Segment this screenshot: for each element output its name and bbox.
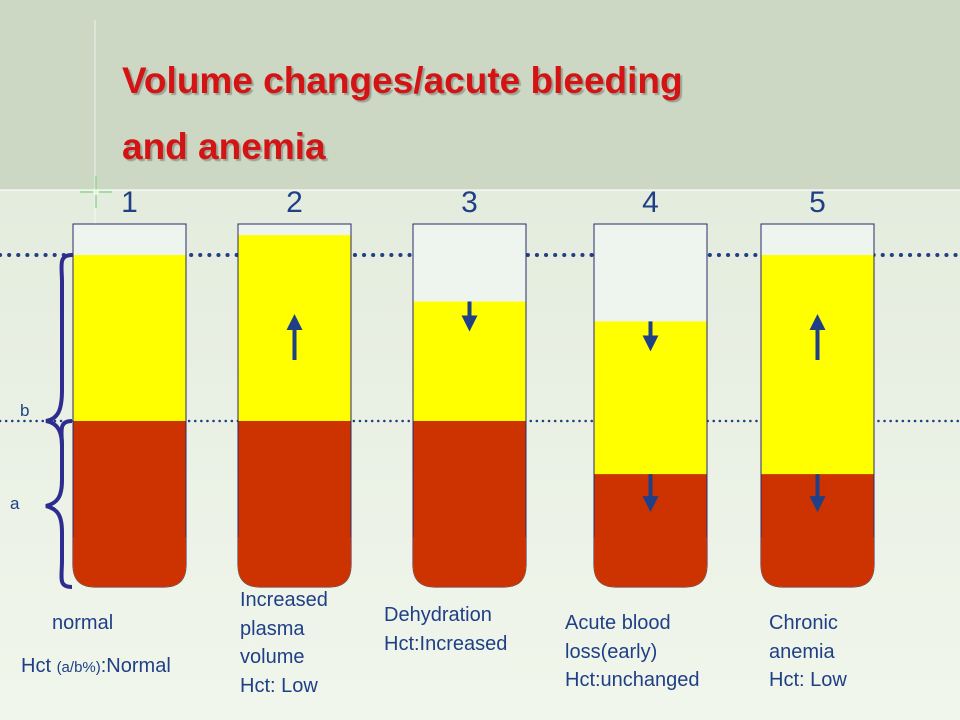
- tube-2-cells: [238, 421, 351, 587]
- caption-4-line-2: loss(early): [565, 640, 658, 663]
- tube-4: 4: [593, 186, 708, 588]
- caption-increased-plasma: Increased plasma volume Hct: Low: [240, 586, 328, 700]
- caption-normal-hct-prefix: Hct: [21, 655, 57, 677]
- caption-normal-hct-ratio: (a/b%): [56, 659, 101, 676]
- caption-2-line-1: Increased: [240, 589, 328, 611]
- caption-normal-hct-suffix: :Normal: [100, 655, 171, 677]
- tube-1-outline: [72, 223, 187, 537]
- tube-1: 1: [72, 186, 187, 588]
- tube-1-number: 1: [121, 186, 138, 219]
- tube-4-cells: [594, 474, 707, 587]
- slide-title-line-2: and anemia: [122, 126, 326, 167]
- tube-3-outline: [412, 223, 527, 537]
- caption-3-line-1: Dehydration: [384, 604, 492, 626]
- caption-5-line-3: Hct: Low: [769, 669, 847, 691]
- caption-4-line-1: Acute blood: [565, 612, 671, 634]
- tube-3-number: 3: [461, 186, 478, 219]
- caption-normal-label: normal: [52, 612, 114, 634]
- caption-dehydration: Dehydration Hct:Increased: [384, 601, 507, 658]
- tube-2-number: 2: [286, 186, 303, 219]
- brace-b: [45, 253, 73, 447]
- caption-3-line-2: Hct:Increased: [384, 632, 508, 655]
- caption-2-line-3: volume: [240, 646, 305, 668]
- tube-5: 5: [760, 186, 875, 588]
- label-a: a: [10, 494, 20, 513]
- slide-title-line-1: Volume changes/acute bleeding: [122, 60, 683, 101]
- label-b: b: [20, 401, 29, 420]
- tube-4-outline: [593, 223, 708, 537]
- slide-title: Volume changes/acute bleeding and anemia: [122, 48, 683, 180]
- tube-2-outline: [237, 223, 352, 537]
- caption-2-line-2: plasma: [240, 617, 305, 640]
- caption-normal-hct: Hct (a/b%):Normal: [21, 652, 171, 683]
- brace-a: [45, 419, 73, 589]
- tube-4-number: 4: [642, 186, 659, 219]
- tube-2: 2: [237, 186, 352, 588]
- tube-5-number: 5: [809, 186, 826, 219]
- side-braces: b a: [10, 253, 73, 589]
- caption-5-line-2: anemia: [769, 640, 835, 663]
- tube-5-outline: [760, 223, 875, 537]
- caption-chronic-anemia: Chronic anemia Hct: Low: [769, 609, 847, 695]
- caption-2-line-4: Hct: Low: [240, 674, 318, 697]
- tube-3-cells: [413, 421, 526, 587]
- tube-5-cells: [761, 474, 874, 587]
- tube-1-cells: [73, 421, 186, 587]
- caption-normal: normal: [52, 609, 113, 638]
- caption-acute-blood-loss: Acute blood loss(early) Hct:unchanged: [565, 609, 700, 695]
- caption-4-line-3: Hct:unchanged: [565, 669, 700, 691]
- caption-5-line-1: Chronic: [769, 612, 838, 634]
- tube-3: 3: [412, 186, 527, 588]
- tubes: 1 2 3 4 5: [72, 186, 875, 588]
